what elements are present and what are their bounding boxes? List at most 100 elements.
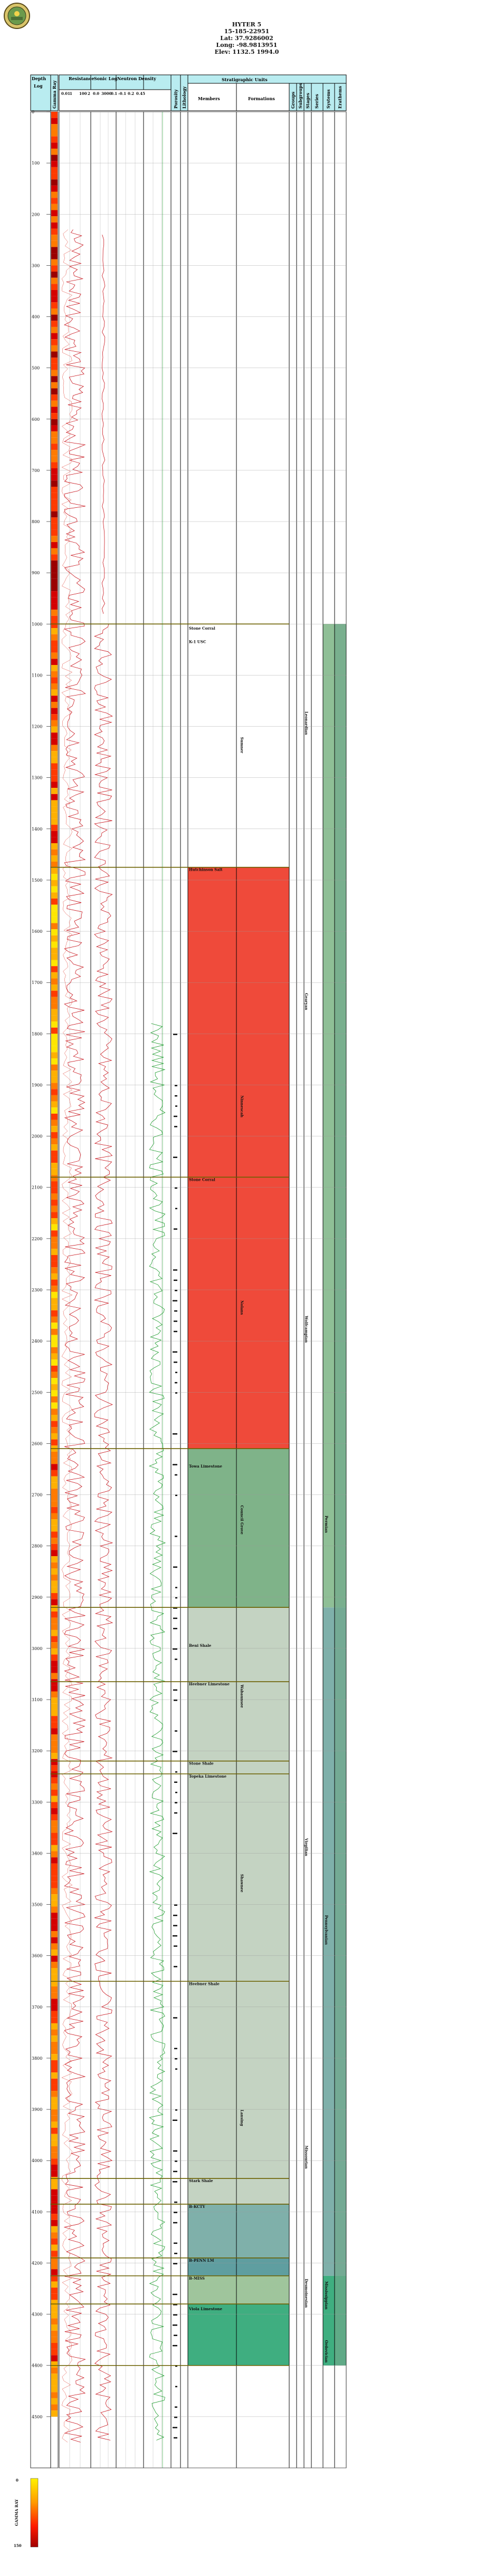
porosity-mark [175, 1771, 177, 1773]
gamma-cell [51, 1070, 58, 1077]
member-label: Stark Shale [189, 2178, 213, 2183]
depth-label: 3200 [32, 1749, 42, 1753]
gamma-cell [51, 2017, 58, 2023]
gamma-cell [51, 578, 58, 585]
gamma-cell [51, 1132, 58, 1139]
strat-block-ordovician [188, 2304, 289, 2366]
gamma-cell [51, 566, 58, 573]
gamma-cell [51, 1753, 58, 1759]
porosity-mark [174, 1320, 177, 1322]
depth-header: Depth [32, 76, 46, 81]
gamma-cell [51, 308, 58, 315]
gamma-cell [51, 867, 58, 874]
gamma-cell [51, 1918, 58, 1925]
porosity-mark [173, 2150, 177, 2152]
porosity-mark [174, 1126, 177, 1127]
gamma-cell [51, 1525, 58, 1532]
gamma-cell [51, 2244, 58, 2251]
gamma-cell [51, 1617, 58, 1624]
gamma-cell [51, 1777, 58, 1784]
gamma-cell [51, 130, 58, 137]
depth-label: 2300 [32, 1288, 42, 1292]
gamma-cell [51, 2238, 58, 2245]
gamma-cell [51, 1310, 58, 1317]
gamma-cell [51, 2207, 58, 2214]
gamma-cell [51, 2355, 58, 2361]
gamma-cell [51, 1673, 58, 1680]
gamma-cell [51, 892, 58, 899]
gamma-cell [51, 265, 58, 272]
depth-label: 2500 [32, 1390, 42, 1395]
porosity-mark [175, 2058, 177, 2060]
gamma-cell [51, 1494, 58, 1501]
gamma-cell [51, 1113, 58, 1120]
porosity-mark [175, 2386, 177, 2388]
density-scale-0: -0.1 [118, 91, 126, 96]
gamma-cell [51, 2029, 58, 2036]
gamma-cell [51, 985, 58, 991]
gamma-cell [51, 2011, 58, 2018]
gamma-cell [51, 1323, 58, 1329]
gamma-cell [51, 1341, 58, 1347]
gamma-cell [51, 2220, 58, 2226]
gamma-cell [51, 388, 58, 395]
gamma-cell [51, 647, 58, 653]
stages-header: Stages [305, 93, 310, 109]
gamma-cell [51, 1666, 58, 1673]
member-label: Stone Corral [189, 1177, 215, 1182]
gamma-cell [51, 1255, 58, 1261]
gamma-cell [51, 1212, 58, 1219]
gamma-cell [51, 1814, 58, 1821]
gamma-cell [51, 1126, 58, 1132]
depth-label: 3900 [32, 2107, 42, 2112]
gamma-cell [51, 610, 58, 616]
porosity-mark [174, 2242, 177, 2244]
porosity-mark [173, 1751, 177, 1752]
gamma-cell [51, 277, 58, 284]
porosity-mark [173, 1607, 177, 1609]
porosity-mark [174, 1228, 177, 1230]
gamma-cell [51, 376, 58, 382]
gamma-cell [51, 2140, 58, 2147]
gamma-cell [51, 1003, 58, 1009]
gamma-cell [51, 603, 58, 610]
gamma-cell [51, 806, 58, 813]
gamma-cell [51, 1851, 58, 1858]
sonic-scale-2: 0.1 [111, 91, 117, 96]
porosity-mark [175, 1536, 177, 1537]
gamma-cell [51, 1925, 58, 1932]
gamma-cell [51, 370, 58, 377]
formation-label: Lansing [240, 2110, 244, 2126]
depth-label: 1100 [32, 673, 42, 678]
gamma-cell [51, 1286, 58, 1292]
gamma-cell [51, 407, 58, 413]
depth-label: 2700 [32, 1493, 42, 1498]
gamma-colorbar: 0 150 GAMMA RAY [14, 2478, 39, 2548]
gamma-cell [51, 112, 58, 118]
strat-block-miss [188, 2257, 289, 2276]
porosity-mark [173, 1034, 177, 1035]
gamma-cell [51, 1900, 58, 1907]
gamma-cell [51, 966, 58, 972]
gamma-cell [51, 2195, 58, 2202]
gamma-cell [51, 1058, 58, 1065]
porosity-mark [173, 1832, 177, 1835]
gamma-cell [51, 142, 58, 149]
gamma-cell [51, 1064, 58, 1071]
gamma-cell [51, 2386, 58, 2392]
depth-label: 2100 [32, 1185, 42, 1190]
gamma-cell [51, 1882, 58, 1888]
porosity-mark [175, 1372, 177, 1373]
member-label: Heebner Shale [189, 1981, 220, 1986]
gamma-cell [51, 2343, 58, 2349]
gamma-cell [51, 941, 58, 948]
gamma-cell [51, 916, 58, 923]
gamma-cell [51, 2330, 58, 2337]
gamma-cell [51, 1796, 58, 1802]
gamma-cell [51, 148, 58, 155]
gamma-cell [51, 1783, 58, 1790]
gamma-cell [51, 1716, 58, 1722]
porosity-mark [173, 1300, 177, 1301]
res-scale-2: 100 [79, 91, 87, 96]
gamma-cell [51, 2251, 58, 2257]
